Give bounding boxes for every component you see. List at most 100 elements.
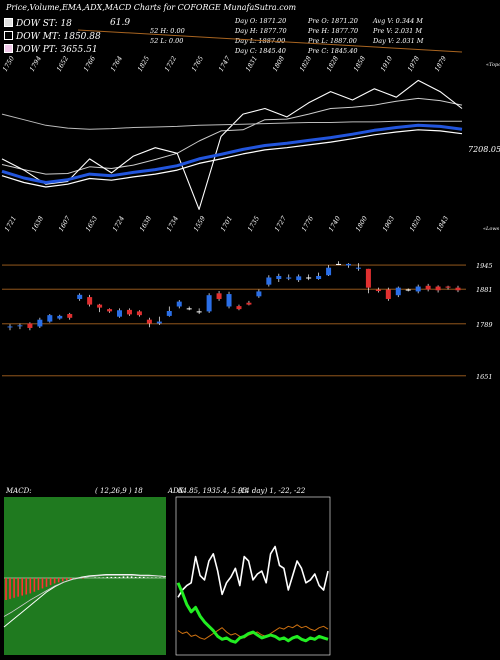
top-tick-label: 1808 <box>271 55 286 73</box>
candle-body <box>425 285 431 290</box>
macd-values: 64.85, 1935.4, 5.93 <box>178 487 248 495</box>
top-tick-label: 1722 <box>163 55 178 73</box>
candle-body <box>97 304 103 308</box>
bottom-tick-label: 1559 <box>192 215 207 233</box>
candle-body <box>176 301 182 307</box>
candle-body <box>77 294 83 299</box>
candle-body <box>246 302 252 305</box>
top-tick-label: 1766 <box>82 55 97 73</box>
candle-body <box>266 277 272 285</box>
candle-body <box>166 311 172 316</box>
candle-body <box>156 321 162 324</box>
bottom-tick-label: 1653 <box>84 215 99 233</box>
bottom-tick-label: 1800 <box>354 215 369 233</box>
adx-label: ADX <box>167 487 185 495</box>
candle-body <box>117 310 123 317</box>
candle-body <box>316 275 322 279</box>
candle-body <box>47 315 53 322</box>
top-tick-label: 1764 <box>109 55 124 73</box>
stat-pre-l: Pre L: 1887.00 <box>308 37 357 45</box>
ema-fast-line <box>1 123 463 184</box>
candle-body <box>375 289 381 292</box>
legend-swatch-icon <box>4 44 13 53</box>
adx-line <box>177 545 329 598</box>
candle-body <box>355 267 361 269</box>
candle-body <box>136 311 142 316</box>
candle-body <box>107 309 113 312</box>
candle-body <box>345 263 351 266</box>
price-tick-label: 1651 <box>476 373 493 381</box>
top-value: 61.9 <box>110 18 131 28</box>
candle-body <box>37 319 43 327</box>
legend-dow-pt-label: DOW PT: 3655.51 <box>16 45 98 55</box>
bottom-tick-label: 1638 <box>138 215 153 233</box>
adx-di-plus-line <box>176 582 329 644</box>
candle-body <box>67 314 73 318</box>
bottom-tick-label: 1701 <box>219 215 234 233</box>
bottom-tick-label: 1735 <box>246 215 261 233</box>
top-tick-label: 1828 <box>298 55 313 73</box>
candle-body <box>455 287 461 291</box>
candle-body <box>286 277 292 279</box>
stat-52h: 52 H: 0.00 <box>150 27 185 35</box>
stat-pre-v: Pre V: 2.031 M <box>373 27 423 35</box>
candle-body <box>7 326 13 328</box>
legend-dow-pt: DOW PT: 3655.51 <box>4 44 98 55</box>
price-series-line <box>1 129 463 188</box>
legend-swatch-icon <box>4 18 13 27</box>
stat-day-c: Day C: 1845.40 <box>235 47 286 55</box>
right-label-topo: «Topo <box>486 62 500 68</box>
price-tick-label: 1945 <box>476 262 493 270</box>
candle-body <box>87 297 93 305</box>
price-series-line <box>1 113 462 130</box>
top-tick-label: 1858 <box>352 55 367 73</box>
candle-body <box>415 286 421 292</box>
macd-params: ( 12,26,9 ) 18 <box>95 487 143 495</box>
candle-body <box>365 268 371 288</box>
top-tick-label: 1794 <box>28 55 43 73</box>
top-tick-label: 1831 <box>244 55 259 73</box>
candle-body <box>236 306 242 310</box>
stat-day-l: Day L: 1887.00 <box>235 37 286 45</box>
price-tick-label: 1789 <box>476 321 493 329</box>
top-tick-label: 1978 <box>406 55 421 73</box>
top-tick-label: 1825 <box>136 55 151 73</box>
candle-body <box>256 291 262 297</box>
candle-body <box>126 309 132 315</box>
candle-body <box>186 308 192 310</box>
legend-dow-mt-label: DOW MT: 1850.88 <box>16 32 101 42</box>
bottom-tick-label: 1638 <box>30 215 45 233</box>
stat-pre-o: Pre O: 1871.20 <box>308 17 358 25</box>
candle-body <box>445 286 451 288</box>
stat-pre-h: Pre H: 1877.70 <box>308 27 359 35</box>
stat-day-h: Day H: 1877.70 <box>235 27 287 35</box>
legend-dow-st: DOW ST: 18 <box>4 18 72 29</box>
bottom-tick-label: 1776 <box>300 215 315 233</box>
bottom-tick-label: 1740 <box>327 215 342 233</box>
bottom-tick-label: 1820 <box>408 215 423 233</box>
top-tick-label: 1910 <box>379 55 394 73</box>
bottom-tick-label: 1843 <box>435 215 450 233</box>
bottom-tick-label: 1903 <box>381 215 396 233</box>
candle-body <box>226 294 232 307</box>
macd-line <box>3 574 167 628</box>
macd-label: MACD: <box>5 487 32 495</box>
top-tick-label: 1879 <box>433 55 448 73</box>
right-label-value: 7208.05 <box>468 145 500 154</box>
top-tick-label: 1765 <box>190 55 205 73</box>
legend-dow-st-label: DOW ST: 18 <box>16 19 72 29</box>
chart-title: Price,Volume,EMA,ADX,MACD Charts for COF… <box>6 3 297 12</box>
stat-day-v: Day V: 2.031 M <box>373 37 424 45</box>
candle-body <box>206 295 212 312</box>
bottom-tick-label: 1734 <box>165 215 180 233</box>
top-tick-label: 1652 <box>55 55 70 73</box>
candle-body <box>146 319 152 324</box>
bottom-tick-label: 1727 <box>273 214 289 233</box>
candle-body <box>306 277 312 279</box>
right-label-lows: «Lows <box>483 226 500 232</box>
legend-dow-mt: DOW MT: 1850.88 <box>4 31 101 42</box>
legend-swatch-icon <box>4 31 13 40</box>
stat-avg-v: Avg V: 0.344 M <box>373 17 423 25</box>
stat-52l: 52 L: 0.00 <box>150 37 184 45</box>
price-series-line <box>1 97 463 175</box>
